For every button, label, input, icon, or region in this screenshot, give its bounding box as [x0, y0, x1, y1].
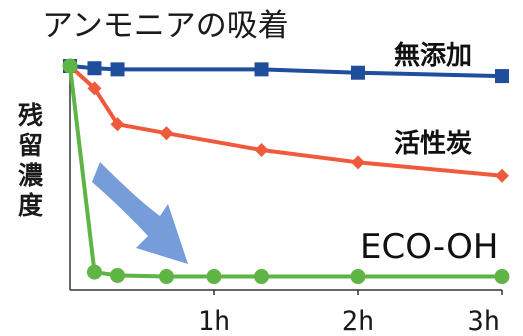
data-point-activated-carbon [87, 81, 102, 96]
x-tick-labels: 1h 2h 3h [198, 306, 500, 336]
data-point-eco-oh [158, 269, 174, 285]
axes [69, 66, 503, 295]
y-axis-label: 残留濃度 [18, 101, 46, 220]
series-line-activated-carbon [68, 64, 503, 178]
data-point-no-additive [254, 62, 269, 77]
x-tick-label: 3h [467, 306, 500, 336]
data-point-no-additive [351, 65, 365, 80]
data-point-activated-carbon [159, 126, 174, 141]
chart-title: アンモニアの吸着 [42, 8, 289, 44]
data-point-eco-oh [86, 264, 102, 280]
series-label: ECO-OH [360, 227, 498, 267]
x-tick-label: 1h [198, 306, 231, 336]
data-point-eco-oh [494, 269, 510, 285]
data-point-eco-oh [62, 58, 78, 74]
x-tick-label: 2h [342, 306, 375, 336]
data-point-eco-oh [110, 267, 126, 283]
data-point-activated-carbon [254, 143, 269, 157]
data-point-activated-carbon [110, 117, 125, 132]
data-point-activated-carbon [495, 168, 509, 183]
data-point-activated-carbon [351, 155, 365, 170]
series-label: 無添加 [394, 41, 472, 71]
data-point-eco-oh [350, 269, 366, 285]
series-label: 活性炭 [394, 129, 472, 159]
data-point-no-additive [110, 62, 125, 77]
data-point-no-additive [495, 69, 509, 84]
series-layer [62, 58, 510, 285]
data-point-eco-oh [254, 269, 270, 285]
trend-arrow-icon [92, 162, 188, 264]
data-point-eco-oh [206, 269, 222, 285]
data-point-no-additive [87, 61, 102, 76]
